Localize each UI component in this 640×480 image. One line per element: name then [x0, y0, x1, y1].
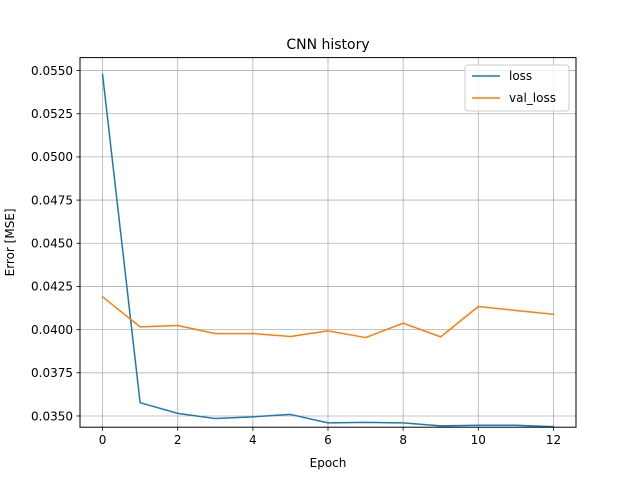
x-tick-label: 6: [324, 433, 332, 447]
y-tick-label: 0.0400: [31, 323, 73, 337]
series-line-val-loss: [101, 295, 555, 339]
legend-label-loss: loss: [509, 69, 532, 83]
y-tick-label: 0.0425: [31, 280, 73, 294]
grid: [80, 57, 576, 428]
y-tick-label: 0.0350: [31, 409, 73, 423]
y-ticks: 0.0350 0.0375 0.0400 0.0425 0.0450 0.0475 0.05…: [31, 64, 80, 423]
y-axis-label: Error [MSE]: [3, 208, 17, 276]
series-line-loss: [101, 73, 555, 428]
x-tick-label: 0: [99, 433, 107, 447]
x-tick-label: 12: [546, 433, 561, 447]
y-tick-label: 0.0475: [31, 193, 73, 207]
y-tick-label: 0.0525: [31, 107, 73, 121]
legend-label-val-loss: val_loss: [509, 91, 556, 105]
x-axis-label: Epoch: [310, 456, 347, 470]
y-tick-label: 0.0375: [31, 366, 73, 380]
x-tick-label: 2: [174, 433, 182, 447]
chart-title: CNN history: [286, 37, 369, 53]
y-tick-label: 0.0500: [31, 150, 73, 164]
series-lines: [101, 73, 555, 428]
y-tick-label: 0.0550: [31, 64, 73, 78]
x-tick-label: 4: [249, 433, 257, 447]
x-ticks: 0 2 4 6 8 10 12: [99, 427, 561, 447]
x-tick-label: 8: [399, 433, 407, 447]
y-tick-label: 0.0450: [31, 237, 73, 251]
legend: loss val_loss: [464, 64, 570, 112]
x-tick-label: 10: [471, 433, 486, 447]
